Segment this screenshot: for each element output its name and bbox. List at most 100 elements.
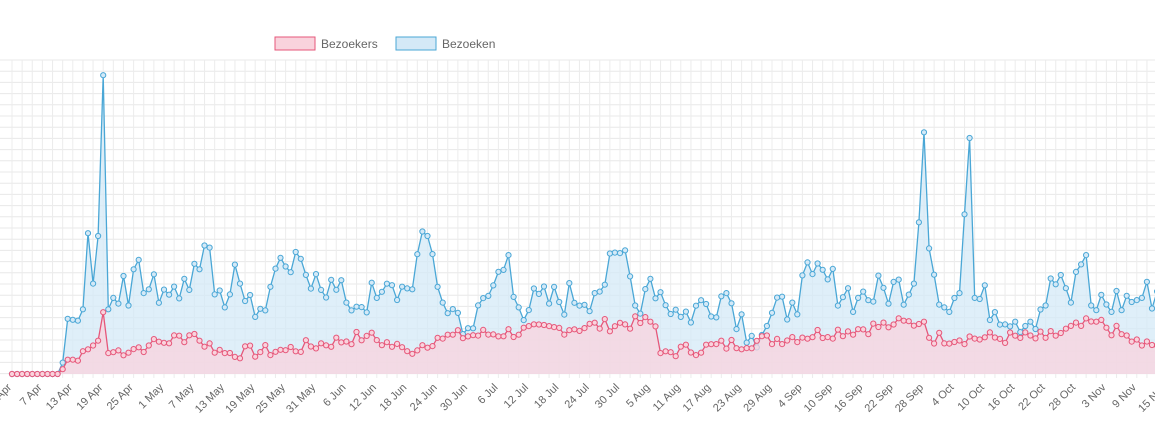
- data-point: [1143, 278, 1151, 285]
- data-point: [880, 284, 887, 291]
- data-point: [1062, 325, 1070, 332]
- data-point: [160, 339, 168, 346]
- data-point: [804, 335, 811, 342]
- data-point: [956, 290, 963, 297]
- data-point: [363, 332, 370, 339]
- data-point: [1057, 271, 1064, 279]
- data-point: [885, 300, 892, 307]
- data-point: [971, 294, 978, 301]
- data-point: [282, 347, 289, 354]
- data-point: [966, 134, 973, 142]
- data-point: [733, 345, 740, 352]
- data-point: [834, 326, 842, 333]
- data-point: [728, 336, 735, 344]
- data-point: [1123, 292, 1130, 299]
- data-point: [895, 315, 902, 322]
- data-point: [439, 335, 446, 342]
- x-tick-label: 12 Jul: [502, 382, 531, 411]
- data-point: [1128, 298, 1135, 306]
- x-tick-label: 16 Oct: [986, 382, 1017, 413]
- data-point: [490, 331, 497, 338]
- data-point: [120, 352, 127, 359]
- data-point: [601, 281, 608, 288]
- x-tick-label: 10 Sep: [802, 382, 835, 415]
- data-point: [95, 232, 102, 240]
- data-point: [1078, 261, 1085, 268]
- data-point: [495, 333, 502, 340]
- data-point: [763, 322, 771, 330]
- data-point: [84, 230, 92, 237]
- data-point: [475, 302, 482, 309]
- data-point: [358, 304, 365, 311]
- x-tick-label: 19 May: [223, 381, 257, 415]
- data-point: [860, 288, 867, 295]
- data-point: [718, 337, 725, 344]
- data-point: [637, 319, 644, 327]
- data-point: [54, 370, 61, 378]
- data-point: [915, 320, 923, 328]
- x-tick-label: 11 Aug: [651, 382, 683, 414]
- data-point: [986, 316, 994, 324]
- data-point: [789, 299, 796, 306]
- data-point: [434, 283, 441, 290]
- data-point: [328, 343, 335, 350]
- data-point: [1138, 342, 1146, 349]
- data-point: [176, 295, 183, 302]
- data-point: [551, 324, 558, 331]
- data-point: [191, 330, 198, 338]
- data-point: [743, 345, 750, 352]
- data-point: [718, 293, 725, 300]
- data-point: [211, 291, 218, 298]
- data-point: [865, 331, 872, 338]
- data-point: [409, 286, 416, 293]
- x-tick-label: 25 May: [254, 381, 288, 415]
- data-point: [343, 338, 350, 345]
- data-point: [318, 286, 325, 293]
- data-point: [819, 266, 826, 273]
- data-point: [323, 294, 330, 301]
- data-point: [333, 334, 340, 341]
- data-point: [824, 276, 831, 283]
- data-point: [272, 348, 279, 355]
- data-point: [647, 318, 654, 325]
- data-point: [875, 323, 882, 331]
- data-point: [424, 344, 431, 351]
- x-tick-label: 19 Apr: [74, 381, 105, 412]
- data-point: [839, 294, 847, 301]
- x-tick-label: 25 Apr: [105, 381, 136, 412]
- x-tick-label: 29 Aug: [741, 382, 774, 415]
- legend: Bezoekers Bezoeken: [274, 36, 495, 51]
- data-point: [302, 271, 309, 278]
- data-point: [834, 302, 842, 309]
- data-point: [125, 349, 132, 356]
- x-tick-label: 18 Jun: [377, 382, 409, 414]
- data-point: [627, 273, 634, 280]
- data-point: [444, 331, 451, 338]
- data-point: [682, 341, 690, 348]
- data-point: [383, 339, 390, 346]
- data-point: [470, 325, 477, 332]
- data-point: [1002, 321, 1009, 328]
- data-point: [419, 342, 426, 349]
- data-point: [561, 331, 568, 338]
- data-point: [809, 271, 816, 278]
- data-point: [505, 326, 512, 333]
- data-point: [657, 350, 664, 357]
- data-point: [1017, 329, 1024, 336]
- data-point: [875, 272, 882, 279]
- data-point: [865, 297, 872, 304]
- data-point: [69, 316, 76, 323]
- data-point: [723, 345, 730, 352]
- data-point: [206, 340, 213, 347]
- x-tick-label: 13 Apr: [44, 381, 75, 412]
- data-point: [368, 329, 375, 336]
- data-point: [551, 283, 558, 290]
- data-point: [839, 333, 847, 340]
- data-point: [470, 332, 477, 339]
- x-tick-label: 6 Jul: [476, 382, 501, 407]
- data-point: [404, 285, 411, 292]
- data-point: [703, 341, 710, 348]
- data-point: [373, 294, 380, 301]
